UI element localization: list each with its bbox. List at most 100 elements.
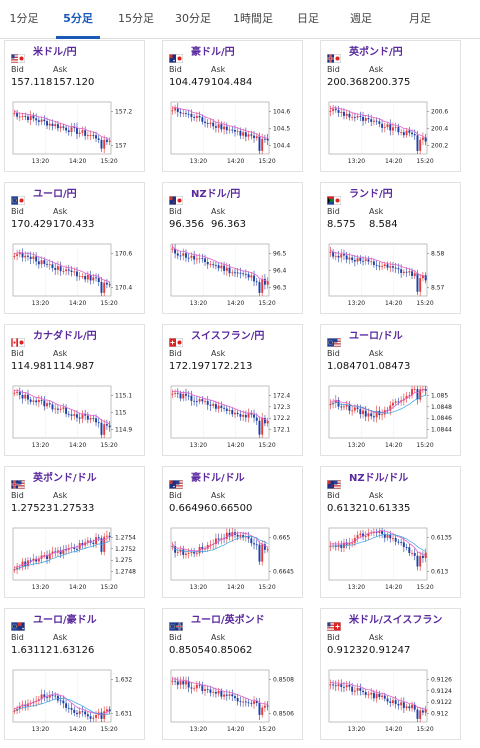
candle xyxy=(105,709,108,712)
pair-link[interactable]: ユーロ/ドル xyxy=(349,331,403,342)
candle xyxy=(408,547,411,554)
y-tick-label: 8.58 xyxy=(431,250,445,257)
candle xyxy=(92,717,95,719)
tab-7[interactable]: 月足 xyxy=(409,12,431,25)
candle xyxy=(204,258,206,263)
rate-card[interactable]: カナダドル/円 Bid Ask 114.981 114.987 115.1 115 114.9… xyxy=(4,324,145,456)
candle xyxy=(253,543,255,545)
pair-link[interactable]: ユーロ/英ポンド xyxy=(191,615,265,626)
candle xyxy=(413,134,416,136)
candle xyxy=(405,547,408,548)
candle xyxy=(370,532,373,534)
candle xyxy=(62,126,65,128)
price-chart[interactable]: 1.085 1.0848 1.0846 1.0844 13:20 14:20 15:20 xyxy=(327,384,455,452)
candle xyxy=(337,109,340,113)
candle xyxy=(13,392,16,394)
pair-link[interactable]: カナダドル/円 xyxy=(33,331,97,342)
y-tick-label: 0.8508 xyxy=(273,676,294,683)
tab-6[interactable]: 週足 xyxy=(350,12,372,25)
candle xyxy=(209,544,212,546)
candle xyxy=(392,127,394,131)
price-chart[interactable]: 8.58 8.57 13:20 14:20 15:20 xyxy=(327,242,455,310)
rate-card[interactable]: NZドル/ドル Bid Ask 0.61321 0.61335 0.6135 0.613 13… xyxy=(320,466,461,598)
candle xyxy=(201,258,204,260)
candle xyxy=(182,253,185,256)
candle xyxy=(231,129,234,131)
rate-card[interactable]: 米ドル/円 Bid Ask 157.118 157.120 157.2 157 13:20 14… xyxy=(4,40,145,172)
pair-link[interactable]: 米ドル/スイスフラン xyxy=(349,615,443,626)
candle xyxy=(43,260,46,264)
price-chart[interactable]: 170.6 170.4 13:20 14:20 15:20 xyxy=(11,242,139,310)
price-chart[interactable]: 1.2754 1.2752 1.275 1.2748 13:20 14:20 15:20 xyxy=(11,526,139,594)
tab-2[interactable]: 15分足 xyxy=(118,12,154,25)
ask-label: Ask xyxy=(211,65,226,74)
pair-link[interactable]: 米ドル/円 xyxy=(33,47,77,58)
pair-link[interactable]: ランド/円 xyxy=(349,189,393,200)
candle xyxy=(32,400,35,402)
bid-price: 1.63112 xyxy=(11,645,53,656)
rate-card[interactable]: ユーロ/ドル Bid Ask 1.08470 1.08473 1.085 1.0848 1.0… xyxy=(320,324,461,456)
candle xyxy=(370,692,373,695)
pair-link[interactable]: NZドル/円 xyxy=(191,189,241,200)
pair-link[interactable]: スイスフラン/円 xyxy=(191,331,265,342)
candle xyxy=(48,694,51,698)
candle xyxy=(76,712,78,715)
rate-card[interactable]: 豪ドル/ドル Bid Ask 0.66496 0.66500 0.665 0.6645 13:… xyxy=(162,466,303,598)
price-chart[interactable]: 0.6135 0.613 13:20 14:20 15:20 xyxy=(327,526,455,594)
price-chart[interactable]: 104.6 104.5 104.4 13:20 14:20 15:20 xyxy=(169,100,297,168)
bid-label: Bid xyxy=(327,65,340,74)
rate-card[interactable]: ユーロ/英ポンド Bid Ask 0.85054 0.85062 0.8508 0.8506… xyxy=(162,608,303,740)
bid-price: 200.368 xyxy=(327,77,369,88)
x-tick-label: 15:20 xyxy=(416,442,433,449)
price-chart[interactable]: 115.1 115 114.9 13:20 14:20 15:20 xyxy=(11,384,139,452)
candle xyxy=(421,275,424,279)
price-chart[interactable]: 0.8508 0.8506 13:20 14:20 15:20 xyxy=(169,668,297,736)
pair-link[interactable]: 英ポンド/円 xyxy=(349,47,403,58)
tab-3[interactable]: 30分足 xyxy=(175,12,211,25)
price-chart[interactable]: 1.632 1.631 13:20 14:20 15:20 xyxy=(11,668,139,736)
candle xyxy=(402,702,405,709)
candle xyxy=(343,542,345,549)
price-chart[interactable]: 0.9126 0.9124 0.9122 0.912 13:20 14:20 15:20 xyxy=(327,668,455,736)
rate-card[interactable]: 英ポンド/円 Bid Ask 200.368 200.375 200.6 200.4 200.… xyxy=(320,40,461,172)
candle xyxy=(171,393,174,395)
rate-card[interactable]: 英ポンド/ドル Bid Ask 1.27523 1.27533 1.2754 1.2752 1… xyxy=(4,466,145,598)
price-chart[interactable]: 172.4 172.3 172.2 172.1 13:20 14:20 15:20 xyxy=(169,384,297,452)
pair-link[interactable]: ユーロ/円 xyxy=(33,189,77,200)
candle xyxy=(27,116,29,121)
candle xyxy=(343,406,345,408)
x-tick-label: 14:20 xyxy=(227,726,244,733)
rate-card[interactable]: 米ドル/スイスフラン Bid Ask 0.91232 0.91247 0.9126 0.91… xyxy=(320,608,461,740)
candle xyxy=(27,394,29,400)
pair-link[interactable]: 豪ドル/円 xyxy=(191,47,235,58)
candle xyxy=(397,268,400,270)
tab-4[interactable]: 1時間足 xyxy=(233,12,273,25)
price-chart[interactable]: 200.6 200.4 200.2 13:20 14:20 15:20 xyxy=(327,100,455,168)
pair-link[interactable]: 英ポンド/ドル xyxy=(33,473,97,484)
price-chart[interactable]: 96.5 96.4 96.3 13:20 14:20 15:20 xyxy=(169,242,297,310)
rate-card[interactable]: NZドル/円 Bid Ask 96.356 96.363 96.5 96.4 96.3 13:2… xyxy=(162,182,303,314)
rate-card[interactable]: スイスフラン/円 Bid Ask 172.197 172.213 172.4 172.3 17… xyxy=(162,324,303,456)
candle xyxy=(108,709,111,712)
pair-link[interactable]: NZドル/ドル xyxy=(349,473,409,484)
candle xyxy=(258,136,261,151)
candle xyxy=(214,126,217,128)
rate-card[interactable]: 豪ドル/円 Bid Ask 104.479 104.484 104.6 104.5 104.4… xyxy=(162,40,303,172)
tab-0[interactable]: 1分足 xyxy=(9,12,39,25)
rate-card[interactable]: ユーロ/円 Bid Ask 170.429 170.433 170.6 170.4 13:20… xyxy=(4,182,145,314)
candle xyxy=(372,261,375,265)
candle xyxy=(255,701,258,703)
price-chart[interactable]: 157.2 157 13:20 14:20 15:20 xyxy=(11,100,139,168)
price-chart[interactable]: 0.665 0.6645 13:20 14:20 15:20 xyxy=(169,526,297,594)
candle xyxy=(411,553,413,554)
rate-card[interactable]: ランド/円 Bid Ask 8.575 8.584 8.58 8.57 13:20 14:20 1… xyxy=(320,182,461,314)
pair-link[interactable]: ユーロ/豪ドル xyxy=(33,615,97,626)
tab-1[interactable]: 5分足 xyxy=(48,0,108,39)
currency-flag-icon xyxy=(11,474,25,489)
rate-card[interactable]: ユーロ/豪ドル Bid Ask 1.63112 1.63126 1.632 1.631 13:… xyxy=(4,608,145,740)
pair-link[interactable]: 豪ドル/ドル xyxy=(191,473,245,484)
candle xyxy=(250,702,253,704)
candle xyxy=(13,256,16,257)
bid-price: 1.27523 xyxy=(11,503,53,514)
tab-5[interactable]: 日足 xyxy=(297,12,319,25)
